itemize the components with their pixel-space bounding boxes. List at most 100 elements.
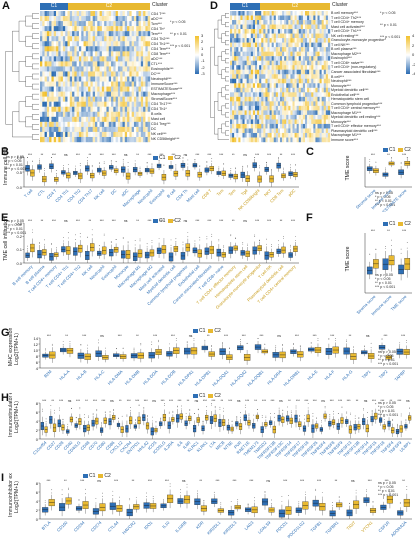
heatmap-cell [46, 16, 50, 22]
heatmap-cell [244, 132, 247, 138]
heatmap-cell [315, 56, 318, 61]
panel-h: H *** ** *** ns *** ** *** *** ns ** *** *** *** ns ***… [0, 393, 415, 473]
heatmap-cell [85, 81, 89, 87]
heatmap-cell [238, 137, 241, 143]
heatmap-cell [323, 114, 327, 120]
outlier [270, 413, 272, 414]
heatmap-cell [240, 60, 243, 66]
heatmap-cell [111, 76, 114, 82]
heatmap-cell [74, 121, 77, 128]
heatmap-cell [67, 121, 70, 128]
heatmap-cell [122, 91, 125, 97]
sig-star: ns [100, 334, 104, 338]
heatmap-cell [319, 11, 322, 16]
heatmap-cell [280, 33, 283, 39]
heatmap-cell [244, 101, 247, 107]
heatmap-cell [46, 26, 50, 32]
heatmap-cell [234, 29, 237, 34]
sig-star: *** [144, 399, 149, 403]
sig-key-2: ** p < 0.01 [170, 32, 187, 36]
heatmap-cell [83, 91, 87, 97]
heatmap-cell [300, 11, 304, 16]
outlier [194, 159, 196, 160]
heatmap-cell [122, 71, 125, 77]
sig-key-line: ** p < 0.01 [6, 227, 23, 231]
heatmap-cell [234, 65, 237, 70]
heatmap-cell [280, 11, 283, 16]
heatmap-cell [257, 87, 260, 93]
sig-key-line: *** p < 0.001 [375, 285, 396, 289]
heatmap-cell [307, 56, 310, 61]
heatmap-cell [261, 20, 264, 25]
heatmap-cell [74, 136, 77, 143]
heatmap-cell [104, 126, 107, 133]
heatmap-cell [145, 101, 148, 107]
heatmap-cell [78, 61, 82, 67]
heatmap-cell [236, 60, 239, 66]
heatmap-cell [290, 51, 293, 57]
heatmap-cell [101, 31, 105, 37]
legend-swatch-c2 [208, 393, 214, 398]
heatmap-cell [129, 116, 132, 123]
heatmap-cell [101, 71, 105, 77]
heatmap-cell [244, 47, 247, 52]
heatmap-cell [311, 38, 314, 43]
legend-label-c2: C2 [174, 218, 181, 224]
heatmap-cell [321, 11, 324, 16]
heatmap-cell [143, 101, 146, 107]
heatmap-cell [85, 46, 89, 52]
heatmap-cell [230, 105, 233, 111]
outlier [239, 341, 241, 342]
heatmap-cell [147, 121, 151, 128]
heatmap-cell [62, 96, 66, 102]
heatmap-cell [248, 51, 252, 57]
heatmap-cell [147, 136, 151, 143]
heatmap-cell [230, 96, 233, 102]
heatmap-cell [85, 61, 89, 67]
heatmap-cell [88, 136, 91, 143]
heatmap-cell [238, 83, 241, 88]
heatmap-cell [255, 83, 258, 88]
heatmap-row-label: NK CD56bright*** [151, 137, 180, 142]
outlier [383, 498, 384, 499]
outlier [383, 419, 385, 420]
heatmap-cell [232, 128, 235, 134]
outlier [237, 501, 239, 503]
outlier [400, 248, 402, 250]
heatmap-cell [145, 56, 148, 62]
outlier [119, 500, 120, 501]
sig-star: ns [64, 153, 68, 157]
heatmap-cell [302, 101, 306, 107]
heatmap-cell [106, 76, 109, 82]
heatmap-cell [250, 11, 254, 16]
heatmap-cell [302, 47, 306, 52]
heatmap-cell [263, 78, 266, 84]
heatmap-cell [230, 128, 233, 134]
heatmap-cell [115, 26, 119, 32]
heatmap-cell [136, 61, 139, 67]
heatmap-cell [62, 31, 66, 37]
outlier [230, 170, 232, 171]
heatmap-cell [72, 131, 75, 138]
outlier [253, 418, 255, 420]
heatmap-cell [255, 29, 258, 34]
heatmap-cell [273, 123, 277, 129]
heatmap-cell [117, 36, 121, 42]
outlier [278, 157, 279, 158]
heatmap-cell [58, 36, 61, 42]
heatmap-cell [230, 60, 233, 66]
heatmap-cell [298, 69, 302, 75]
heatmap-cell [69, 126, 73, 133]
heatmap-cell [60, 86, 64, 92]
heatmap-cell [67, 36, 70, 42]
heatmap-cell [294, 83, 297, 88]
heatmap-cell [236, 96, 239, 102]
heatmap-cell [65, 26, 68, 32]
heatmap-cell [286, 33, 289, 39]
heatmap-cell [273, 15, 277, 21]
heatmap-cell [315, 119, 318, 125]
heatmap-cell [302, 15, 306, 21]
heatmap-cell [284, 83, 287, 88]
heatmap-cell [62, 46, 66, 52]
heatmap-cell [252, 29, 256, 34]
